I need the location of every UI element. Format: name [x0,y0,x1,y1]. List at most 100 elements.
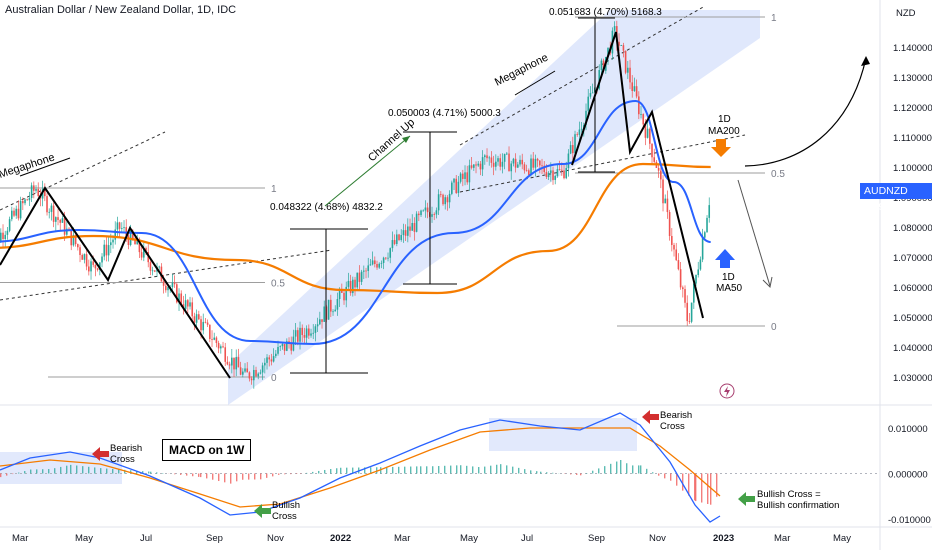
candle-body [140,252,143,258]
candle-body [385,257,387,259]
candle-body [228,364,231,366]
candle-body [50,205,53,212]
macd-histogram-bar [54,468,56,474]
candle-body [433,214,436,215]
candle-body [418,213,420,216]
candle-body [543,165,546,173]
macd-histogram-bar [500,464,502,474]
candle-body [338,289,341,300]
candle-body [165,285,167,291]
candle-body [85,254,88,267]
candle-body [534,158,537,168]
price-tick-label: 1.060000 [893,283,932,294]
candle-body [530,158,532,175]
candle-body [488,157,491,159]
candle-body [114,229,117,240]
candle-body [13,210,15,216]
candle-body [589,93,592,97]
candle-body [558,169,561,170]
macd-histogram-bar [324,469,326,474]
candle-body [72,234,75,246]
candle-body [22,201,24,204]
candle-body [532,158,535,168]
candle-body [664,198,667,204]
candle-body [68,228,70,230]
candle-body [248,372,251,379]
candle-body [149,262,152,271]
projection-up [744,57,867,167]
candle-body [462,173,464,179]
candle-body [578,129,581,135]
candle-body [281,344,284,347]
candle-body [631,82,634,92]
candle-body [556,169,559,177]
candle-body [184,300,187,309]
price-tick-label: 1.140000 [893,43,932,54]
candle-body [523,164,526,171]
candle-body [74,234,77,245]
candle-body [585,110,587,126]
candle-body [270,359,273,362]
macd-histogram-bar [598,468,600,474]
candle-body [110,242,112,246]
macd-tick-label: 0.010000 [888,424,928,435]
candle-body [189,302,191,307]
macd-histogram-bar [200,473,202,478]
fib-label-3: 1 [771,13,777,24]
price-tick-label: 1.100000 [893,163,932,174]
macd-histogram-bar [118,469,120,474]
candle-body [618,41,620,46]
macd-histogram-bar [546,472,548,474]
candle-body [204,321,207,323]
fib-label-2: 0 [271,373,277,384]
macd-line [0,412,721,523]
candle-body [508,153,510,172]
candle-body [92,261,95,265]
candle-body [490,157,493,163]
candle-body [374,260,376,264]
candle-body [660,170,662,180]
macd-histogram-bar [156,472,158,474]
candle-body [79,247,81,256]
macd-histogram-bar [540,471,542,474]
candle-body [371,260,374,265]
candle-body [521,159,524,165]
ma50-label-2: MA50 [716,283,743,294]
time-tick-label: May [460,533,478,544]
candle-body [327,299,330,320]
macd-histogram-bar [312,471,314,474]
macd-histogram-bar [694,473,696,501]
candle-body [136,239,139,245]
macd-histogram-bar [658,473,660,476]
candle-body [200,319,202,331]
macd-histogram-bar [646,468,648,474]
time-tick-label: Mar [12,533,28,544]
candle-body [411,223,414,231]
candle-body [675,249,678,261]
macd-histogram-bar [536,471,538,474]
time-tick-label: May [833,533,851,544]
candle-body [103,244,106,257]
candle-body [211,339,213,340]
candle-body [209,324,211,340]
candle-body [173,282,176,285]
candle-body [688,321,691,322]
macd-histogram-bar [174,473,176,475]
price-tick-label: 1.040000 [893,343,932,354]
bullish-arrow-icon-2 [738,492,755,506]
macd-histogram-bar [404,466,406,474]
macd-histogram-bar [206,473,208,479]
candle-body [231,357,233,366]
macd-histogram-bar [592,470,594,474]
ma200-label-1: 1D [718,114,731,125]
candle-body [576,134,579,136]
measure-label-0: 0.048322 (4.68%) 4832.2 [270,202,383,213]
candle-body [305,328,308,338]
megaphone-arrow-1 [19,157,71,177]
candle-body [468,165,471,183]
macd-histogram-bar [124,469,126,474]
candle-body [290,343,293,351]
candle-body [629,67,631,83]
macd-histogram-bar [76,465,78,474]
